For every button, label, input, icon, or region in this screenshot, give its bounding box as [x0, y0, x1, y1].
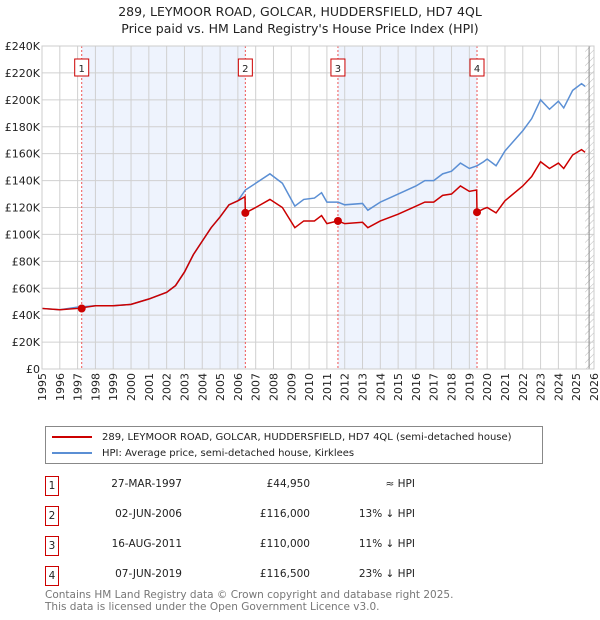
legend-swatch-hpi: [52, 452, 92, 454]
transaction-price: £116,500: [259, 568, 310, 580]
x-tick-label: 2012: [339, 373, 352, 401]
x-tick-label: 2026: [588, 373, 600, 401]
x-tick-label: 2010: [303, 373, 316, 401]
transaction-row: 1 27-MAR-1997 £44,950 ≈ HPI: [45, 476, 465, 496]
x-tick-label: 2011: [321, 373, 334, 401]
x-tick-label: 2006: [232, 373, 245, 401]
x-tick-label: 2000: [125, 373, 138, 401]
x-tick-label: 2003: [178, 373, 191, 401]
transaction-row: 3 16-AUG-2011 £110,000 11% ↓ HPI: [45, 536, 465, 556]
transaction-number: 4: [45, 566, 59, 586]
transaction-hpi: 23% ↓ HPI: [358, 568, 415, 580]
legend-swatch-property: [52, 436, 92, 438]
y-tick-label: £0: [26, 363, 40, 376]
x-tick-label: 2007: [250, 373, 263, 401]
x-tick-label: 2018: [446, 373, 459, 401]
x-tick-label: 2008: [267, 373, 280, 401]
transaction-hpi: ≈ HPI: [385, 478, 415, 490]
transaction-number: 2: [45, 506, 59, 526]
transaction-price: £44,950: [266, 478, 310, 490]
transaction-row: 4 07-JUN-2019 £116,500 23% ↓ HPI: [45, 566, 465, 586]
y-tick-label: £140K: [5, 175, 41, 188]
y-tick-label: £120K: [5, 202, 41, 215]
transaction-hpi: 11% ↓ HPI: [358, 538, 415, 550]
x-tick-label: 1996: [54, 373, 67, 401]
sale-label: 3: [335, 64, 341, 75]
x-tick-label: 1995: [36, 373, 49, 401]
x-tick-label: 1999: [107, 373, 120, 401]
x-tick-label: 2022: [517, 373, 530, 401]
y-tick-label: £100K: [5, 228, 41, 241]
x-tick-label: 2020: [481, 373, 494, 401]
sale-label-box: [74, 58, 90, 77]
transaction-date: 07-JUN-2019: [115, 568, 182, 580]
sale-label: 2: [242, 64, 248, 75]
sale-point: [333, 216, 342, 225]
transaction-date: 02-JUN-2006: [115, 508, 182, 520]
x-tick-label: 1997: [72, 373, 85, 401]
transaction-number: 1: [45, 476, 59, 496]
chart-subtitle: Price paid vs. HM Land Registry's House …: [121, 21, 479, 36]
x-tick-label: 2014: [374, 373, 387, 401]
transaction-price: £116,000: [259, 508, 310, 520]
sale-label: 1: [79, 64, 85, 75]
y-tick-label: £40K: [12, 309, 41, 322]
sale-label-box: [237, 58, 253, 77]
x-tick-label: 2013: [357, 373, 370, 401]
y-tick-label: £200K: [5, 94, 41, 107]
sale-label-box: [469, 58, 485, 77]
x-tick-label: 2024: [552, 373, 565, 401]
x-tick-label: 2015: [392, 373, 405, 401]
y-tick-label: £60K: [12, 282, 41, 295]
legend-hpi: HPI: Average price, semi-detached house,…: [102, 447, 355, 459]
y-tick-label: £240K: [5, 40, 41, 53]
x-tick-label: 2009: [285, 373, 298, 401]
sale-label: 4: [474, 64, 480, 75]
y-tick-label: £180K: [5, 121, 41, 134]
transaction-date: 16-AUG-2011: [111, 538, 182, 550]
transaction-hpi: 13% ↓ HPI: [358, 508, 415, 520]
y-tick-label: £20K: [12, 336, 41, 349]
footer: Contains HM Land Registry data © Crown c…: [45, 589, 453, 613]
transaction-row: 2 02-JUN-2006 £116,000 13% ↓ HPI: [45, 506, 465, 526]
sale-label-box: [330, 58, 346, 77]
footer-line2: This data is licensed under the Open Gov…: [45, 601, 380, 613]
y-tick-label: £80K: [12, 255, 41, 268]
x-tick-label: 1998: [89, 373, 102, 401]
x-tick-label: 2017: [428, 373, 441, 401]
footer-line1: Contains HM Land Registry data © Crown c…: [45, 589, 454, 601]
legend-property: 289, LEYMOOR ROAD, GOLCAR, HUDDERSFIELD,…: [102, 431, 512, 443]
plot-border: [41, 45, 595, 370]
x-tick-label: 2025: [570, 373, 583, 401]
x-tick-label: 2019: [463, 373, 476, 401]
legend: 289, LEYMOOR ROAD, GOLCAR, HUDDERSFIELD,…: [45, 426, 543, 464]
transaction-price: £110,000: [259, 538, 310, 550]
price-chart: 1995 1996 1997 1998 1999 2000 2001 2002 2003 2004…: [5, 40, 600, 401]
sale-point: [77, 304, 86, 313]
transaction-date: 27-MAR-1997: [111, 478, 182, 490]
chart-title: 289, LEYMOOR ROAD, GOLCAR, HUDDERSFIELD,…: [118, 4, 482, 19]
x-tick-label: 2002: [161, 373, 174, 401]
x-tick-label: 2016: [410, 373, 423, 401]
sale-point: [241, 208, 250, 217]
y-tick-label: £160K: [5, 148, 41, 161]
x-tick-label: 2004: [196, 373, 209, 401]
transaction-number: 3: [45, 536, 59, 556]
x-tick-label: 2023: [535, 373, 548, 401]
x-tick-label: 2005: [214, 373, 227, 401]
x-tick-label: 2001: [143, 373, 156, 401]
x-tick-label: 2021: [499, 373, 512, 401]
sale-point: [473, 208, 482, 217]
y-tick-label: £220K: [5, 67, 41, 80]
